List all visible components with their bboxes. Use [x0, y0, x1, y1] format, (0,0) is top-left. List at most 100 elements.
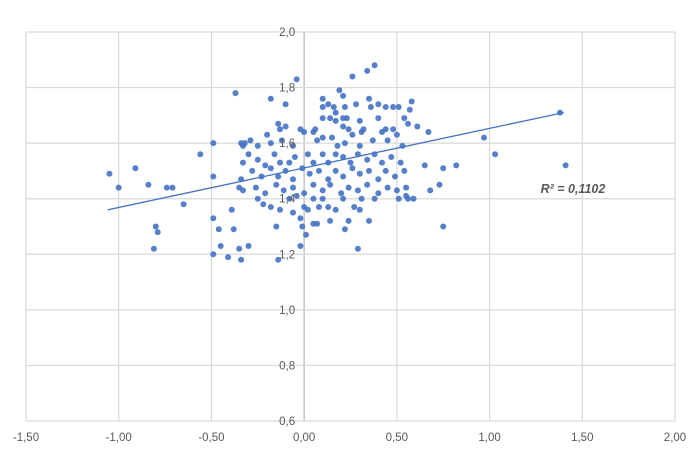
scatter-point — [154, 229, 161, 236]
scatter-point — [232, 90, 239, 97]
scatter-point — [358, 195, 365, 202]
scatter-point — [332, 117, 339, 124]
scatter-point — [303, 231, 309, 238]
scatter-point — [336, 87, 343, 94]
scatter-point — [410, 195, 417, 202]
y-axis-tick-label: 2,0 — [279, 27, 295, 39]
scatter-point — [301, 129, 308, 135]
scatter-point — [345, 217, 352, 224]
scatter-point — [340, 173, 347, 180]
r-squared-annotation: R² = 0,1102 — [540, 182, 606, 197]
scatter-point — [340, 154, 347, 160]
scatter-point — [345, 184, 352, 191]
scatter-point — [150, 245, 157, 252]
scatter-point — [351, 204, 358, 210]
scatter-point — [408, 98, 415, 105]
x-axis-tick-label: 1,00 — [478, 432, 500, 444]
scatter-point — [310, 129, 317, 135]
scatter-point — [319, 95, 326, 102]
scatter-point — [379, 159, 385, 166]
scatter-point — [341, 104, 348, 110]
scatter-point — [262, 190, 269, 197]
scatter-point — [319, 151, 326, 158]
scatter-point — [384, 137, 391, 144]
scatter-point — [310, 195, 317, 202]
scatter-point — [364, 181, 371, 188]
scatter-point — [329, 134, 335, 141]
scatter-point — [395, 195, 402, 202]
scatter-point — [341, 140, 348, 147]
scatter-point — [358, 129, 365, 135]
scatter-point — [384, 184, 391, 191]
scatter-point — [356, 170, 363, 177]
scatter-point — [215, 226, 222, 233]
scatter-point — [347, 159, 354, 166]
scatter-point — [354, 187, 361, 194]
scatter-point — [332, 167, 339, 174]
scatter-point — [217, 243, 224, 249]
scatter-point — [369, 137, 376, 144]
scatter-point — [343, 115, 350, 122]
scatter-point — [273, 181, 280, 188]
scatter-point — [290, 184, 296, 191]
scatter-point — [293, 192, 300, 199]
y-axis-tick-label: 0,8 — [279, 360, 295, 372]
scatter-point — [325, 204, 332, 210]
scatter-point — [249, 167, 256, 174]
scatter-point — [414, 123, 421, 130]
scatter-point — [440, 223, 447, 230]
scatter-point — [299, 223, 306, 230]
scatter-point — [291, 154, 298, 160]
scatter-point — [562, 162, 569, 169]
scatter-point — [236, 245, 243, 252]
scatter-point — [330, 104, 337, 110]
scatter-point — [240, 187, 246, 194]
scatter-point — [275, 120, 282, 127]
scatter-point — [366, 217, 372, 224]
scatter-point — [406, 106, 413, 113]
scatter-point — [393, 131, 400, 138]
scatter-point — [273, 223, 280, 230]
scatter-point — [286, 159, 293, 166]
scatter-point — [356, 206, 363, 213]
scatter-point — [275, 256, 282, 263]
scatter-point — [297, 243, 304, 249]
scatter-point — [169, 184, 176, 191]
scatter-point — [314, 137, 321, 144]
scatter-point — [241, 140, 248, 147]
scatter-point — [492, 151, 499, 158]
scatter-point — [340, 195, 347, 202]
scatter-point — [252, 184, 259, 191]
scatter-point — [271, 151, 278, 158]
scatter-point — [375, 190, 382, 197]
scatter-point — [210, 251, 217, 258]
scatter-point — [390, 104, 397, 110]
x-axis-tick-label: 1,50 — [571, 432, 593, 444]
scatter-point — [290, 209, 296, 216]
scatter-point — [366, 167, 372, 174]
trendline — [107, 111, 564, 211]
scatter-point — [390, 126, 397, 133]
scatter-point — [275, 173, 282, 180]
scatter-point — [364, 156, 371, 163]
y-axis-tick-label: 0,6 — [279, 416, 295, 428]
scatter-point — [401, 167, 408, 174]
scatter-point — [334, 142, 341, 149]
x-axis-tick-label: -1,00 — [106, 432, 132, 444]
x-axis-tick-label: -0,50 — [198, 432, 224, 444]
scatter-point — [314, 220, 321, 227]
scatter-point — [366, 95, 372, 102]
scatter-point — [277, 159, 283, 166]
scatter-point — [338, 190, 345, 197]
scatter-point — [210, 140, 217, 147]
scatter-point — [254, 156, 261, 163]
scatter-point — [297, 215, 304, 222]
scatter-point — [371, 62, 378, 69]
scatter-point — [436, 181, 443, 188]
scatter-point — [240, 159, 246, 166]
scatter-point — [197, 151, 204, 158]
scatter-point — [375, 101, 382, 108]
y-axis-tick-label: 1,4 — [279, 194, 296, 206]
